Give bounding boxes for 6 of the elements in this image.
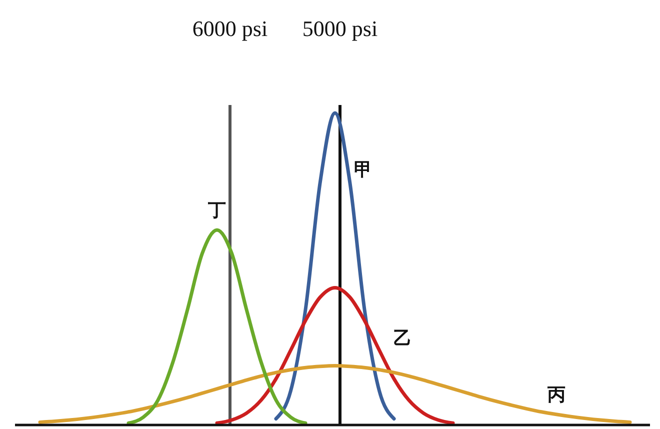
series-label: 丙 xyxy=(546,384,566,406)
text: 6000 psi xyxy=(192,16,268,41)
series-label: 丁 xyxy=(207,200,226,221)
series-label: 乙 xyxy=(393,328,412,350)
text: 5000 psi xyxy=(302,16,378,41)
series-label: 甲 xyxy=(354,160,372,181)
